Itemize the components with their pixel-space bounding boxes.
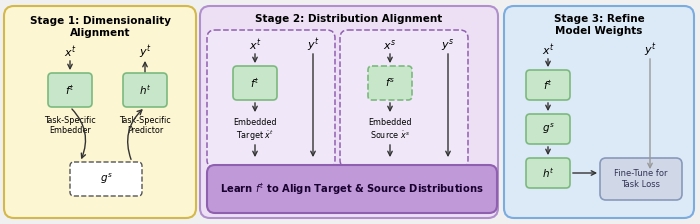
- Text: $f^t$: $f^t$: [251, 76, 260, 90]
- FancyBboxPatch shape: [526, 158, 570, 188]
- Text: Embedded
Source $\dot{x}^s$: Embedded Source $\dot{x}^s$: [368, 118, 412, 141]
- Text: $f^s$: $f^s$: [385, 77, 395, 89]
- FancyBboxPatch shape: [233, 66, 277, 100]
- Text: $f^t$: $f^t$: [65, 83, 75, 97]
- FancyBboxPatch shape: [70, 162, 142, 196]
- Text: $f^t$: $f^t$: [543, 78, 553, 92]
- Text: $x^t$: $x^t$: [64, 44, 76, 60]
- Text: Task-Specific
Predictor: Task-Specific Predictor: [119, 116, 171, 135]
- FancyBboxPatch shape: [123, 73, 167, 107]
- FancyBboxPatch shape: [368, 66, 412, 100]
- Text: $h^t$: $h^t$: [139, 83, 151, 97]
- Text: $y^t$: $y^t$: [644, 41, 657, 59]
- Text: Stage 2: Distribution Alignment: Stage 2: Distribution Alignment: [256, 14, 442, 24]
- FancyBboxPatch shape: [600, 158, 682, 200]
- Text: $y^t$: $y^t$: [307, 36, 319, 54]
- FancyBboxPatch shape: [504, 6, 694, 218]
- FancyBboxPatch shape: [526, 70, 570, 100]
- FancyBboxPatch shape: [526, 114, 570, 144]
- Text: Learn $f^t$ to Align Target & Source Distributions: Learn $f^t$ to Align Target & Source Dis…: [220, 181, 484, 197]
- FancyBboxPatch shape: [340, 30, 468, 168]
- Text: $y^s$: $y^s$: [442, 37, 454, 53]
- FancyBboxPatch shape: [48, 73, 92, 107]
- Text: $x^t$: $x^t$: [542, 42, 554, 58]
- Text: $g^s$: $g^s$: [542, 122, 554, 136]
- Text: $y^t$: $y^t$: [139, 43, 151, 61]
- Text: $g^s$: $g^s$: [99, 172, 113, 186]
- Text: Embedded
Target $\dot{x}^t$: Embedded Target $\dot{x}^t$: [233, 118, 276, 144]
- FancyBboxPatch shape: [4, 6, 196, 218]
- Text: Stage 3: Refine
Model Weights: Stage 3: Refine Model Weights: [554, 14, 645, 36]
- Text: $x^t$: $x^t$: [248, 37, 261, 53]
- FancyBboxPatch shape: [207, 165, 497, 213]
- FancyBboxPatch shape: [207, 30, 335, 168]
- Text: $x^s$: $x^s$: [384, 38, 397, 52]
- Text: Task-Specific
Embedder: Task-Specific Embedder: [44, 116, 96, 135]
- Text: Stage 1: Dimensionality
Alignment: Stage 1: Dimensionality Alignment: [29, 16, 171, 38]
- FancyBboxPatch shape: [200, 6, 498, 218]
- Text: $h^t$: $h^t$: [542, 166, 554, 180]
- Text: Fine-Tune for
Task Loss: Fine-Tune for Task Loss: [615, 169, 668, 189]
